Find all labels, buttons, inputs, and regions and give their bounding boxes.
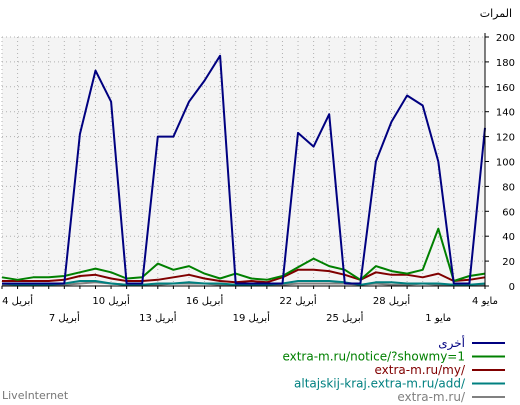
y-tick-label-1: 20 — [502, 257, 515, 268]
x-tick-label-bottom-0: 1 مايو — [425, 313, 451, 324]
series-line-0 — [2, 54, 486, 285]
legend-label-1: extra-m.ru/notice/?showmy=1 — [282, 350, 465, 364]
legend: أخرىextra-m.ru/notice/?showmy=1extra-m.r… — [282, 335, 505, 404]
y-tick-label-3: 60 — [502, 207, 515, 218]
x-tick-label-bottom-2: 19 أبريل — [233, 311, 271, 324]
y-tick-label-8: 160 — [496, 83, 515, 94]
x-tick-label-bottom-1: 25 أبريل — [326, 311, 364, 324]
x-tick-labels: 4 مايو 28 أبريل 22 أبريل 16 أبريل 10 أبريل 4 … — [2, 294, 498, 324]
y-tick-label-2: 40 — [502, 232, 515, 243]
y-axis-title: المرات — [480, 7, 512, 20]
series-line-3 — [1, 280, 486, 286]
x-tick-label-top-2: 22 أبريل — [279, 294, 317, 307]
x-tick-label-bottom-3: 13 أبريل — [139, 311, 177, 324]
y-tick-labels: 0 20 40 60 80 100 120 140 160 180 200 — [496, 33, 515, 293]
y-tick-label-5: 100 — [496, 158, 515, 169]
legend-label-3: altajskij-kraj.extra-m.ru/add/ — [294, 377, 466, 391]
x-tick-label-top-3: 16 أبريل — [186, 294, 224, 307]
y-tick-label-9: 180 — [496, 58, 515, 69]
legend-label-4: extra-m.ru/ — [397, 390, 466, 404]
legend-label-2: extra-m.ru/my/ — [374, 363, 465, 377]
gridlines — [1, 36, 486, 286]
y-tick-label-7: 140 — [496, 108, 515, 119]
y-tick-label-6: 120 — [496, 133, 515, 144]
legend-label-0: أخرى — [438, 335, 465, 351]
series-line-2 — [2, 268, 486, 284]
x-tick-label-top-4: 10 أبريل — [92, 294, 130, 307]
x-tick-label-bottom-4: 7 أبريل — [49, 311, 80, 324]
axes — [1, 33, 489, 289]
brand-label: LiveInternet — [2, 389, 69, 402]
series-lines — [1, 54, 486, 286]
x-tick-label-top-5: 4 أبريل — [2, 294, 33, 307]
y-tick-label-10: 200 — [496, 33, 515, 44]
y-tick-label-4: 80 — [502, 182, 515, 193]
x-tick-label-top-1: 28 أبريل — [373, 294, 411, 307]
x-tick-label-top-0: 4 مايو — [472, 296, 498, 307]
y-tick-label-0: 0 — [509, 282, 515, 293]
series-line-1 — [1, 227, 486, 282]
